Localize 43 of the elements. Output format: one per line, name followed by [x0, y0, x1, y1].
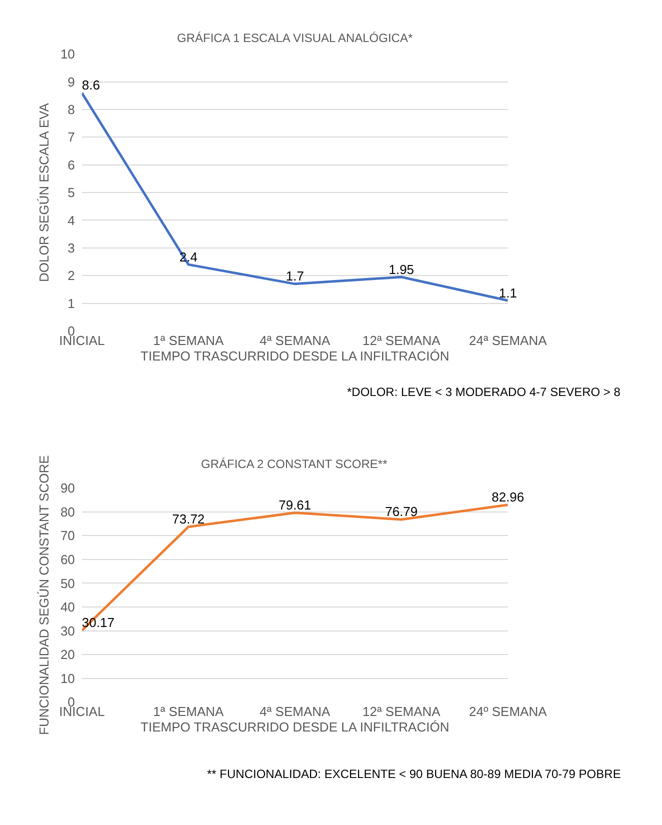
y-axis-title: FUNCIONALIDAD SEGÚN CONSTANT SCORE [36, 454, 52, 735]
y-tick-label: 3 [68, 240, 75, 256]
x-tick-label: 4ª SEMANA [260, 333, 331, 348]
chart-title: GRÁFICA 2 CONSTANT SCORE** [201, 457, 388, 471]
data-label: 8.6 [82, 78, 100, 93]
x-tick-label: 12ª SEMANA [362, 333, 441, 348]
y-tick-label: 2 [68, 268, 75, 284]
y-tick-label: 40 [60, 600, 75, 615]
y-tick-label: 50 [60, 576, 75, 591]
y-tick-label: 20 [60, 647, 75, 662]
x-tick-label: 24ª SEMANA [468, 333, 548, 348]
y-tick-label: 6 [68, 157, 75, 172]
data-label: 1.95 [388, 262, 414, 277]
y-tick-label: 1 [68, 296, 75, 311]
data-label: 1.7 [286, 268, 304, 284]
x-tick-label: 12ª SEMANA [362, 704, 441, 720]
x-tick-label: 1ª SEMANA [153, 333, 224, 348]
y-tick-label: 9 [68, 74, 75, 90]
y-axis-title: DOLOR SEGÚN ESCALA EVA [36, 102, 52, 282]
data-label: 82.96 [492, 490, 524, 505]
x-axis-title: TIEMPO TRASCURRIDO DESDE LA INFILTRACIÓN [140, 720, 450, 735]
y-tick-label: 7 [68, 130, 75, 145]
data-label: 76.79 [385, 504, 418, 520]
y-tick-label: 10 [60, 46, 75, 62]
y-tick-label: 4 [68, 212, 75, 228]
chart-title: GRÁFICA 1 ESCALA VISUAL ANALÓGICA* [177, 31, 413, 45]
x-tick-label: 1ª SEMANA [153, 704, 224, 720]
y-tick-label: 8 [68, 102, 75, 118]
data-label: 79.61 [278, 498, 312, 513]
y-tick-label: 80 [60, 504, 75, 520]
data-label: 73.72 [172, 512, 205, 527]
y-tick-label: 90 [60, 480, 75, 496]
y-tick-label: 10 [60, 670, 75, 686]
text: ** FUNCIONALIDAD: EXCELENTE < 90 BUENA 80-89 MEDIA 70-79 POBRE [207, 767, 621, 781]
y-tick-label: 5 [68, 185, 75, 200]
text: *DOLOR: LEVE < 3 MODERADO 4-7 SEVERO > 8 [347, 385, 621, 399]
y-tick-label: 30 [60, 623, 75, 638]
x-tick-label: 24º SEMANA [469, 704, 548, 720]
x-tick-label: 4ª SEMANA [260, 704, 331, 720]
y-tick-label: 70 [60, 528, 75, 544]
y-tick-label: 60 [60, 552, 75, 567]
data-label: 1.1 [498, 285, 517, 300]
x-axis-title: TIEMPO TRASCURRIDO DESDE LA INFILTRACIÓN [140, 348, 450, 364]
